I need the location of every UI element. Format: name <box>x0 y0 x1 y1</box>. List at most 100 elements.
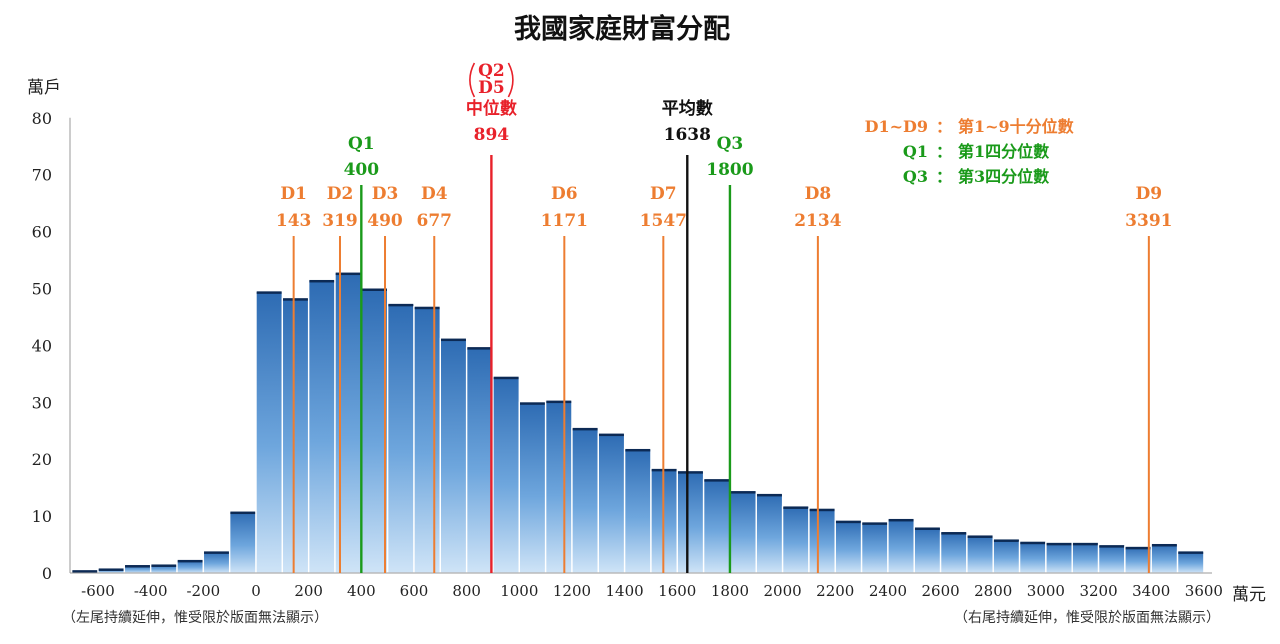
y-tick-label: 40 <box>32 336 52 355</box>
histogram-bar <box>465 346 494 574</box>
histogram-bar <box>1045 542 1073 574</box>
histogram-bar-top <box>125 565 150 568</box>
marker-bracket-left <box>469 62 476 98</box>
marker-label: D4 <box>421 184 448 204</box>
x-tick-label: 3000 <box>1027 582 1065 600</box>
histogram-bar-top <box>362 288 387 291</box>
x-tick-label: 2600 <box>921 582 959 600</box>
x-tick-label: 1400 <box>606 582 644 600</box>
histogram-bar <box>202 550 231 574</box>
x-axis-unit: 萬元 <box>1232 585 1266 605</box>
histogram-bar-top <box>1125 546 1151 550</box>
x-tick-label: 3400 <box>1132 582 1170 600</box>
histogram-bar <box>439 337 468 574</box>
y-axis-unit: 萬戶 <box>27 78 61 98</box>
marker-extra-label: D5 <box>478 78 505 98</box>
x-tick-label: 2200 <box>816 582 854 600</box>
histogram-bar-top <box>809 508 835 512</box>
y-tick-label: 0 <box>42 564 52 583</box>
histogram-bar-top <box>151 564 177 567</box>
histogram-bar <box>518 401 547 574</box>
marker-value: 1800 <box>706 160 753 180</box>
marker-value: 400 <box>344 160 380 180</box>
histogram-bar-top <box>1020 541 1046 545</box>
histogram-bar <box>676 470 705 574</box>
y-tick-label: 20 <box>32 450 52 469</box>
x-tick-label: 1000 <box>500 582 538 600</box>
histogram-bar-top <box>72 570 98 573</box>
histogram-bar <box>702 478 731 574</box>
histogram-bar-top <box>835 520 861 524</box>
histogram-bar-top <box>1072 542 1098 546</box>
marker-extra-label: Q2 <box>478 61 505 81</box>
histogram-bar <box>887 518 915 574</box>
histogram-bar-top <box>230 511 256 515</box>
histogram-bar <box>834 519 863 574</box>
histogram-bar <box>597 432 626 574</box>
histogram-bar <box>781 505 810 574</box>
x-tick-label: 0 <box>251 582 261 600</box>
x-tick-label: 400 <box>347 582 376 600</box>
histogram-bar <box>1176 550 1205 574</box>
legend-key: D1~D9 <box>865 117 928 136</box>
histogram-bar <box>571 427 599 574</box>
histogram-bar <box>544 399 573 574</box>
histogram-bar <box>255 290 284 574</box>
histogram-bar <box>913 526 942 574</box>
histogram-bar <box>860 521 889 574</box>
marker-bracket-right <box>507 62 514 98</box>
x-tick-label: 2800 <box>974 582 1012 600</box>
marker-value: 490 <box>367 211 403 231</box>
legend: D1~D9 ： 第1~9十分位數 Q1 ： 第1四分位數 Q3 ： 第3四分位數 <box>865 117 1074 186</box>
x-tick-label: 3200 <box>1079 582 1117 600</box>
histogram-bar-top <box>256 291 282 294</box>
marker-label: Q1 <box>348 134 375 154</box>
histogram-bar <box>966 534 994 574</box>
histogram-bar-top <box>1046 542 1072 546</box>
histogram-bar-top <box>1099 545 1125 548</box>
histogram-bar-top <box>1178 551 1204 554</box>
histogram-bar <box>228 510 257 574</box>
marker-label: 平均數 <box>662 98 713 119</box>
chart-title: 我國家庭財富分配 <box>514 13 730 45</box>
x-axis: -600 -400 -200 0 200 400 600 800 1000 1200 1400 160… <box>70 572 1223 600</box>
histogram-bar <box>808 508 836 574</box>
histogram-bar <box>386 303 415 574</box>
x-tick-label: -600 <box>81 582 115 600</box>
legend-separator: ： <box>936 142 952 161</box>
histogram-bar-top <box>783 506 809 509</box>
marker-label: D1 <box>280 184 307 204</box>
histogram-bar-top <box>441 338 466 342</box>
histogram-bar-top <box>520 402 545 405</box>
histogram-bar <box>755 493 784 574</box>
y-tick-label: 50 <box>32 280 52 299</box>
histogram-bar-top <box>493 376 519 380</box>
x-tick-label: 200 <box>294 582 323 600</box>
marker-label: Q3 <box>717 134 744 154</box>
legend-text: 第3四分位數 <box>958 167 1049 186</box>
y-tick-label: 70 <box>32 166 52 185</box>
right-tail-note: （右尾持續延伸，惟受限於版面無法顯示） <box>954 610 1220 626</box>
histogram-bar-top <box>704 479 730 482</box>
legend-text: 第1~9十分位數 <box>958 117 1074 136</box>
histogram-bar-top <box>756 493 782 497</box>
histogram-bar <box>1097 544 1126 574</box>
legend-separator: ： <box>936 117 952 136</box>
marker-value: 1547 <box>640 211 687 231</box>
histogram-bar <box>1124 546 1152 574</box>
x-tick-label: 800 <box>452 582 481 600</box>
marker-label: 中位數 <box>466 98 517 119</box>
histogram-bar-top <box>677 471 703 474</box>
marker-label: D3 <box>372 184 399 204</box>
x-tick-label: -200 <box>186 582 220 600</box>
histogram-bar-top <box>283 298 308 301</box>
marker-value: 1171 <box>541 211 588 231</box>
histogram-bar <box>281 297 310 574</box>
legend-key: Q1 <box>903 142 928 161</box>
histogram-bar-top <box>467 347 493 350</box>
marker-value: 677 <box>417 211 453 231</box>
histogram-bar-top <box>862 522 888 525</box>
histogram-bar-top <box>335 272 361 276</box>
